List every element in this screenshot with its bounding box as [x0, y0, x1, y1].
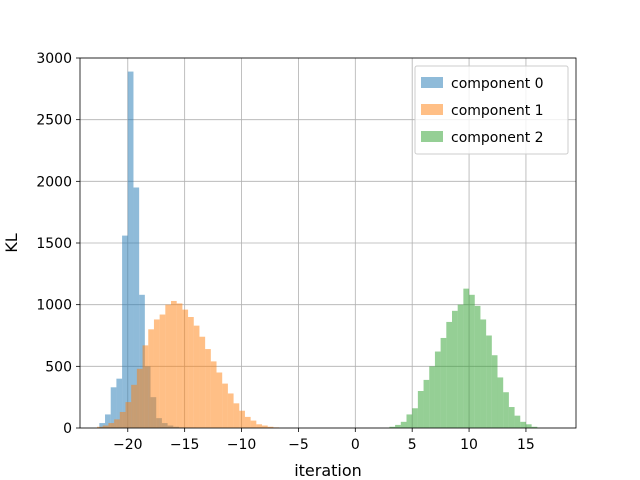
histogram-bar: [469, 294, 475, 428]
legend-swatch: [421, 104, 443, 115]
legend-swatch: [421, 77, 443, 88]
histogram-bar: [244, 416, 251, 428]
series-1-bars: [97, 300, 280, 428]
histogram-bar: [520, 421, 526, 428]
y-tick-label: 500: [45, 359, 72, 375]
histogram-bar: [525, 424, 532, 428]
histogram-bar: [188, 317, 194, 428]
y-tick-label: 3000: [36, 51, 72, 67]
histogram-bar: [182, 309, 189, 428]
legend: component 0 component 1 component 2: [414, 65, 569, 155]
legend-label: component 1: [451, 103, 544, 119]
histogram-bar: [136, 368, 143, 428]
histogram-bar: [159, 314, 166, 428]
histogram-bar: [108, 423, 115, 428]
x-tick-label: 15: [517, 437, 535, 453]
histogram-bar: [133, 187, 140, 428]
histogram-bar: [99, 423, 106, 428]
legend-box: [414, 65, 569, 155]
histogram-bar: [127, 71, 134, 429]
histogram-bar: [227, 393, 234, 428]
histogram-bar: [474, 305, 481, 428]
histogram-bars: [97, 71, 538, 429]
histogram-bar: [491, 355, 498, 428]
y-axis-ticks: 0 500 1000 1500 2000 2500 3000: [36, 51, 80, 437]
histogram-bar: [503, 392, 509, 428]
histogram-bar: [514, 415, 521, 428]
x-tick-label: −15: [170, 437, 200, 453]
histogram-bar: [205, 349, 211, 428]
legend-swatch: [421, 131, 443, 142]
histogram-bar: [457, 304, 464, 428]
histogram-bar: [131, 384, 137, 428]
x-tick-label: −10: [227, 437, 257, 453]
histogram-bar: [486, 335, 492, 428]
histogram-bar: [97, 426, 103, 428]
histogram-bar: [176, 303, 183, 428]
histogram-bar: [417, 391, 424, 428]
x-tick-label: −20: [113, 437, 143, 453]
y-tick-label: 2500: [36, 113, 72, 129]
x-tick-label: 5: [408, 437, 417, 453]
histogram-bar: [193, 325, 200, 428]
y-tick-label: 2000: [36, 174, 72, 190]
histogram-bar: [165, 304, 172, 428]
histogram-bar: [239, 410, 245, 428]
histogram-bar: [153, 319, 160, 428]
x-tick-label: −5: [288, 437, 309, 453]
histogram-bar: [412, 408, 418, 428]
histogram-bar: [497, 377, 504, 428]
y-tick-label: 1500: [36, 236, 72, 252]
histogram-bar: [440, 337, 447, 428]
histogram-bar: [116, 378, 123, 428]
histogram-bar: [233, 403, 240, 428]
histogram-bar: [262, 425, 268, 428]
histogram-bar: [267, 426, 274, 428]
histogram-bar: [105, 414, 111, 428]
histogram-bar: [531, 426, 538, 428]
histogram-bar: [216, 372, 223, 428]
histogram-bar: [250, 420, 257, 428]
histogram-bar: [429, 366, 435, 428]
histogram-bar: [480, 319, 487, 428]
histogram-bar: [199, 336, 206, 428]
x-axis-label: iteration: [294, 461, 362, 480]
histogram-bar: [102, 425, 109, 428]
histogram-bar: [406, 414, 413, 428]
histogram-bar: [508, 407, 515, 428]
histogram-bar: [222, 383, 228, 428]
histogram-bar: [139, 294, 145, 428]
histogram-bar: [110, 387, 117, 428]
histogram-bar: [210, 361, 217, 428]
histogram-bar: [400, 421, 407, 428]
legend-label: component 2: [451, 130, 544, 146]
histogram-bar: [446, 321, 452, 428]
legend-label: component 0: [451, 76, 544, 92]
histogram-bar: [423, 379, 430, 428]
histogram-bar: [463, 288, 470, 428]
histogram-bar: [452, 310, 458, 428]
y-axis-label: KL: [2, 233, 21, 252]
x-axis-ticks: −20 −15 −10 −5 0 5 10 15: [113, 428, 535, 453]
histogram-bar: [125, 402, 132, 428]
histogram-bar: [114, 419, 120, 428]
histogram-bar: [256, 424, 263, 428]
x-tick-label: 0: [351, 437, 360, 453]
histogram-bar: [434, 351, 441, 428]
histogram-bar: [122, 235, 128, 428]
x-tick-label: 10: [460, 437, 478, 453]
histogram-bar: [148, 329, 154, 428]
y-tick-label: 0: [63, 421, 72, 437]
histogram-bar: [395, 424, 401, 428]
histogram-bar: [171, 300, 177, 428]
histogram-bar: [119, 411, 126, 428]
histogram-bar: [142, 345, 149, 428]
y-tick-label: 1000: [36, 298, 72, 314]
histogram-bar: [389, 426, 396, 428]
series-2-bars: [389, 288, 538, 428]
